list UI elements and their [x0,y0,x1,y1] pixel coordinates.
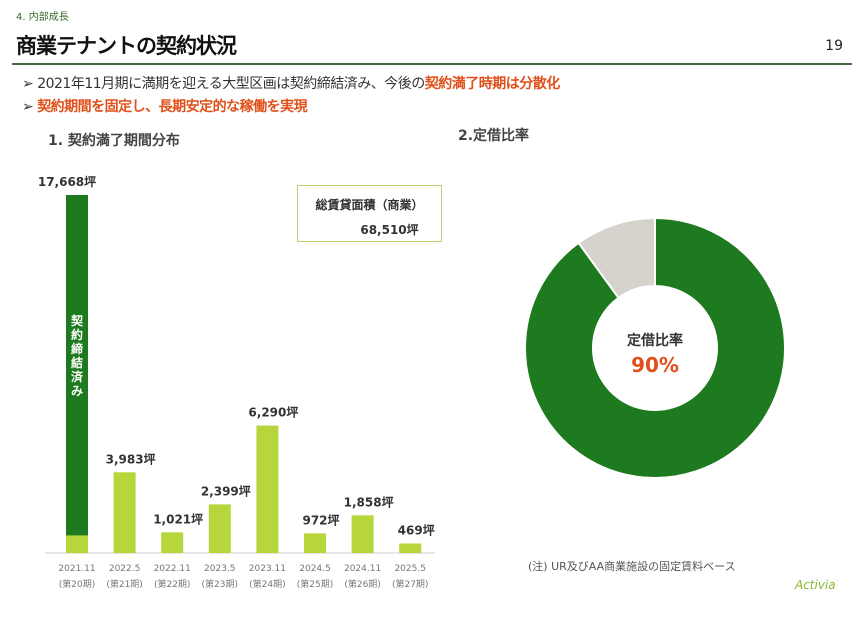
x-tick-label: 2025.5 [394,564,426,574]
x-tick-label: 2023.11 [249,564,286,574]
bar-contracted [66,195,88,536]
data-label: 17,668坪 [38,175,96,189]
donut-chart-title: 2.定借比率 [458,128,530,144]
bullet-text: 2021年11月期に満期を迎える大型区画は契約締結済み、今後の [37,76,425,92]
contracted-label: み [71,384,83,398]
activia-logo: Activia [795,578,836,592]
page-title: 商業テナントの契約状況 [16,34,237,58]
total-area-value: 68,510坪 [360,223,419,237]
donut-slice [577,216,656,300]
bar [304,533,326,553]
page-number: 19 [825,38,843,54]
x-tick-label: (第20期) [59,578,95,590]
x-tick-label: 2024.5 [299,564,331,574]
bar [256,425,279,553]
x-tick-label: 2023.5 [204,564,236,574]
x-tick-label: (第23期) [202,578,238,590]
contracted-label: 締 [71,341,83,356]
footnote: (注) UR及びAA商業施設の固定賃料ベース [528,560,736,573]
title-divider [12,63,852,65]
data-label: 2,399坪 [201,484,251,498]
contracted-label: 結 [71,355,83,370]
x-tick-label: (第24期) [249,578,285,590]
donut-slice [524,216,786,479]
bar [161,532,184,553]
contracted-label: 約 [71,327,83,342]
donut-center-value: 90% [631,353,679,377]
bullet-emphasis: 契約期間を固定し、長期安定的な稼働を実現 [37,99,308,115]
arrow-icon: ➢ [22,76,38,92]
x-tick-label: (第26期) [344,578,380,590]
total-area-box: 総賃貸面積（商業） 68,510坪 [297,185,442,242]
bar [113,472,136,553]
data-label: 1,858坪 [344,495,394,509]
data-label: 1,021坪 [153,512,203,526]
data-label: 469坪 [398,523,435,537]
bullet-1: ➢ 2021年11月期に満期を迎える大型区画は契約締結済み、今後の契約満了時期は… [22,73,560,93]
bar [351,515,374,553]
x-tick-label: 2024.11 [344,564,381,574]
total-area-label: 総賃貸面積（商業） [315,198,424,212]
data-label: 972坪 [302,513,339,527]
bar-chart-title: 1. 契約満了期間分布 [48,133,180,149]
x-tick-label: (第21期) [106,578,142,590]
donut-center-label: 定借比率 [627,332,683,349]
data-label: 6,290坪 [248,406,298,420]
section-label: 4. 内部成長 [16,12,69,23]
x-tick-label: (第27期) [392,578,428,590]
bullet-2: ➢ 契約期間を固定し、長期安定的な稼働を実現 [22,96,308,116]
contracted-label: 契 [70,313,84,328]
x-tick-label: 2022.5 [109,564,141,574]
x-tick-label: (第25期) [297,578,333,590]
x-tick-label: 2021.11 [58,564,95,574]
arrow-icon: ➢ [22,99,38,115]
bar [208,504,231,553]
x-tick-label: (第22期) [154,578,190,590]
contracted-label: 済 [71,369,84,384]
bar [399,543,422,553]
data-label: 3,983坪 [106,452,156,466]
x-tick-label: 2022.11 [154,564,191,574]
bullet-emphasis: 契約満了時期は分散化 [424,76,561,92]
